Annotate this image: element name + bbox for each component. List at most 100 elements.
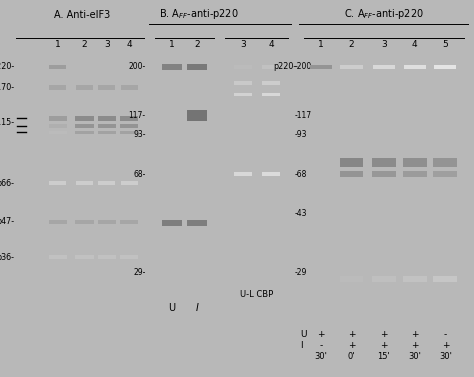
Bar: [98, 124, 116, 128]
Bar: [75, 130, 93, 134]
Bar: [121, 85, 137, 90]
Text: 0': 0': [348, 352, 356, 362]
Text: I: I: [300, 341, 303, 350]
Bar: [75, 124, 93, 128]
Text: 3: 3: [381, 40, 387, 49]
Bar: [262, 64, 280, 69]
Text: 2: 2: [194, 40, 200, 49]
Text: p220-: p220-: [273, 63, 297, 71]
Bar: [120, 255, 138, 259]
Bar: [339, 171, 364, 178]
Text: I: I: [196, 303, 199, 313]
Bar: [49, 220, 67, 224]
Text: 3: 3: [240, 40, 246, 49]
Text: +: +: [380, 330, 388, 339]
Bar: [340, 65, 363, 69]
Bar: [339, 158, 364, 167]
Text: +: +: [442, 341, 449, 350]
Text: 30': 30': [314, 352, 327, 362]
Bar: [98, 130, 116, 134]
Text: U-L CBP: U-L CBP: [240, 290, 273, 299]
Text: -68: -68: [295, 170, 307, 179]
Bar: [433, 158, 457, 167]
Bar: [262, 93, 280, 97]
Text: -43: -43: [295, 210, 307, 218]
Bar: [120, 124, 138, 128]
Bar: [373, 65, 395, 69]
Bar: [262, 81, 280, 85]
Text: 3: 3: [104, 40, 109, 49]
Bar: [120, 220, 138, 224]
Bar: [75, 255, 93, 259]
Text: 1: 1: [318, 40, 324, 49]
Bar: [234, 173, 252, 176]
Text: B. A$_{FF}$-anti-p220: B. A$_{FF}$-anti-p220: [159, 7, 239, 21]
Bar: [187, 110, 207, 121]
Bar: [120, 116, 138, 121]
Text: +: +: [380, 341, 388, 350]
Text: +: +: [411, 330, 419, 339]
Text: p170-: p170-: [0, 83, 15, 92]
Bar: [75, 116, 93, 121]
Bar: [262, 173, 280, 176]
Bar: [98, 255, 116, 259]
Bar: [49, 64, 66, 69]
Text: 15': 15': [378, 352, 390, 362]
Bar: [339, 276, 364, 282]
Text: 68-: 68-: [133, 170, 146, 179]
Bar: [76, 85, 93, 90]
Bar: [49, 85, 66, 90]
Bar: [49, 130, 67, 134]
Text: 2: 2: [82, 40, 87, 49]
Text: -: -: [444, 330, 447, 339]
Text: 4: 4: [412, 40, 418, 49]
Bar: [120, 130, 138, 134]
Bar: [403, 158, 427, 167]
Text: 29-: 29-: [133, 268, 146, 277]
Bar: [403, 276, 427, 282]
Text: 1: 1: [169, 40, 174, 49]
Text: -29: -29: [295, 268, 307, 277]
Text: -200: -200: [295, 63, 312, 71]
Bar: [76, 181, 93, 185]
Text: p47-: p47-: [0, 218, 15, 226]
Bar: [99, 85, 115, 90]
Text: 4: 4: [268, 40, 274, 49]
Text: 200-: 200-: [128, 63, 146, 71]
Bar: [49, 124, 67, 128]
Bar: [403, 65, 426, 69]
Bar: [75, 220, 93, 224]
Bar: [162, 64, 182, 70]
Text: A. Anti-eIF3: A. Anti-eIF3: [54, 10, 110, 20]
Text: +: +: [411, 341, 419, 350]
Text: 5: 5: [443, 40, 448, 49]
Text: +: +: [348, 341, 356, 350]
Bar: [99, 181, 115, 185]
Text: -117: -117: [295, 111, 312, 120]
Bar: [98, 116, 116, 121]
Text: p115-: p115-: [0, 118, 15, 127]
Text: 4: 4: [127, 40, 132, 49]
Text: U: U: [168, 303, 175, 313]
Bar: [403, 171, 427, 178]
Bar: [121, 181, 137, 185]
Bar: [234, 93, 252, 97]
Bar: [372, 158, 396, 167]
Bar: [49, 181, 66, 185]
Text: 1: 1: [55, 40, 61, 49]
Text: p36-: p36-: [0, 253, 15, 262]
Bar: [234, 64, 252, 69]
Text: p220-: p220-: [0, 63, 15, 71]
Text: -: -: [319, 341, 322, 350]
Text: 93-: 93-: [133, 130, 146, 139]
Text: U: U: [300, 330, 307, 339]
Text: 30': 30': [439, 352, 452, 362]
Text: p66-: p66-: [0, 179, 15, 188]
Bar: [433, 276, 457, 282]
Bar: [187, 219, 207, 226]
Bar: [310, 65, 332, 69]
Bar: [187, 64, 207, 70]
Text: +: +: [317, 330, 325, 339]
Bar: [434, 65, 456, 69]
Bar: [433, 171, 457, 178]
